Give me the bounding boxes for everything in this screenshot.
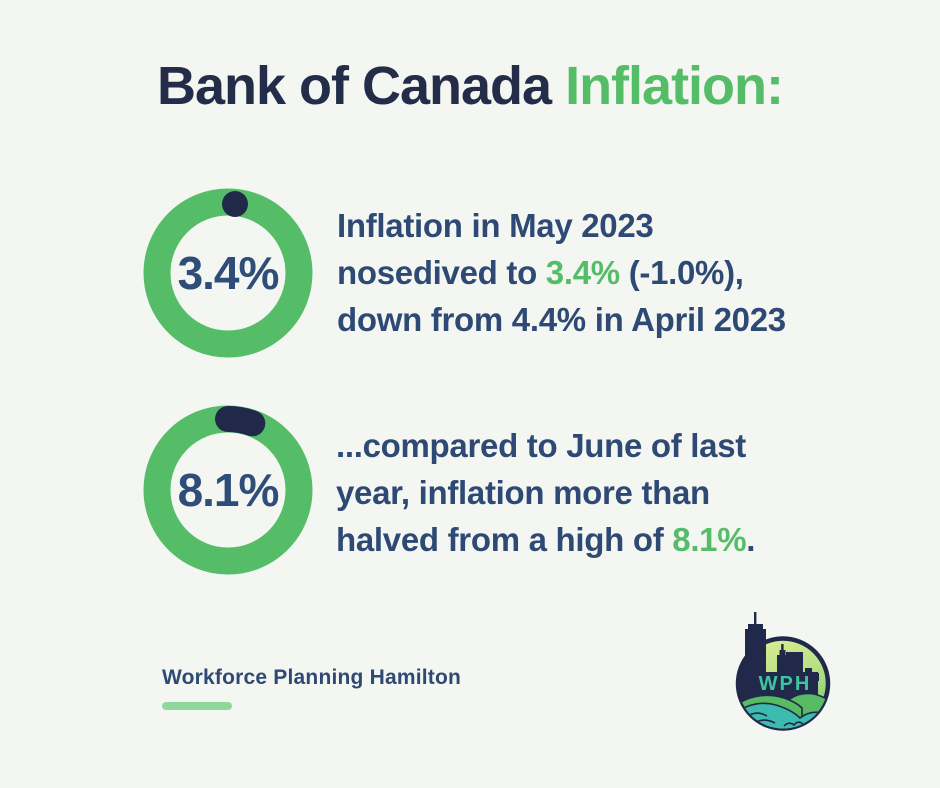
stat2-line1: ...compared to June of last bbox=[336, 427, 746, 464]
stat1-line2-post: (-1.0%), bbox=[619, 254, 744, 291]
donut-value-label: 3.4% bbox=[177, 247, 280, 299]
stat1-line2-pre: nosedived to bbox=[337, 254, 546, 291]
title-accent: Inflation: bbox=[565, 56, 784, 116]
donut-chart-june-peak: 8.1% bbox=[141, 403, 315, 577]
stat1-highlight: 3.4% bbox=[545, 254, 620, 291]
title-main: Bank of Canada bbox=[156, 56, 566, 116]
donut-marker-arc-icon bbox=[215, 406, 266, 437]
donut-marker-dot-icon bbox=[222, 191, 248, 217]
stat-text-may-2023: Inflation in May 2023 nosedived to 3.4% (… bbox=[337, 202, 786, 343]
stat2-line3-pre: halved from a high of bbox=[336, 521, 673, 558]
donut-ring-svg bbox=[143, 405, 313, 575]
stat1-line3: down from 4.4% in April 2023 bbox=[337, 301, 786, 338]
stat-text-june-peak: ...compared to June of last year, inflati… bbox=[336, 422, 755, 563]
org-name: Workforce Planning Hamilton bbox=[162, 666, 462, 689]
donut-value-label: 8.1% bbox=[177, 464, 280, 516]
logo-monogram: WPH bbox=[759, 673, 812, 695]
tall-tower-icon bbox=[745, 612, 766, 681]
donut-ring-svg bbox=[143, 188, 313, 358]
donut-chart-may-2023: 3.4% bbox=[141, 186, 315, 360]
stat2-line3-post: . bbox=[746, 521, 756, 558]
wph-logo: WPH bbox=[735, 612, 831, 731]
org-underline-bar bbox=[162, 702, 232, 710]
stat2-line2: year, inflation more than bbox=[336, 474, 710, 511]
stat2-highlight: 8.1% bbox=[672, 521, 747, 558]
page-title: Bank of Canada Inflation: bbox=[0, 56, 940, 116]
stat1-line1: Inflation in May 2023 bbox=[337, 207, 654, 244]
